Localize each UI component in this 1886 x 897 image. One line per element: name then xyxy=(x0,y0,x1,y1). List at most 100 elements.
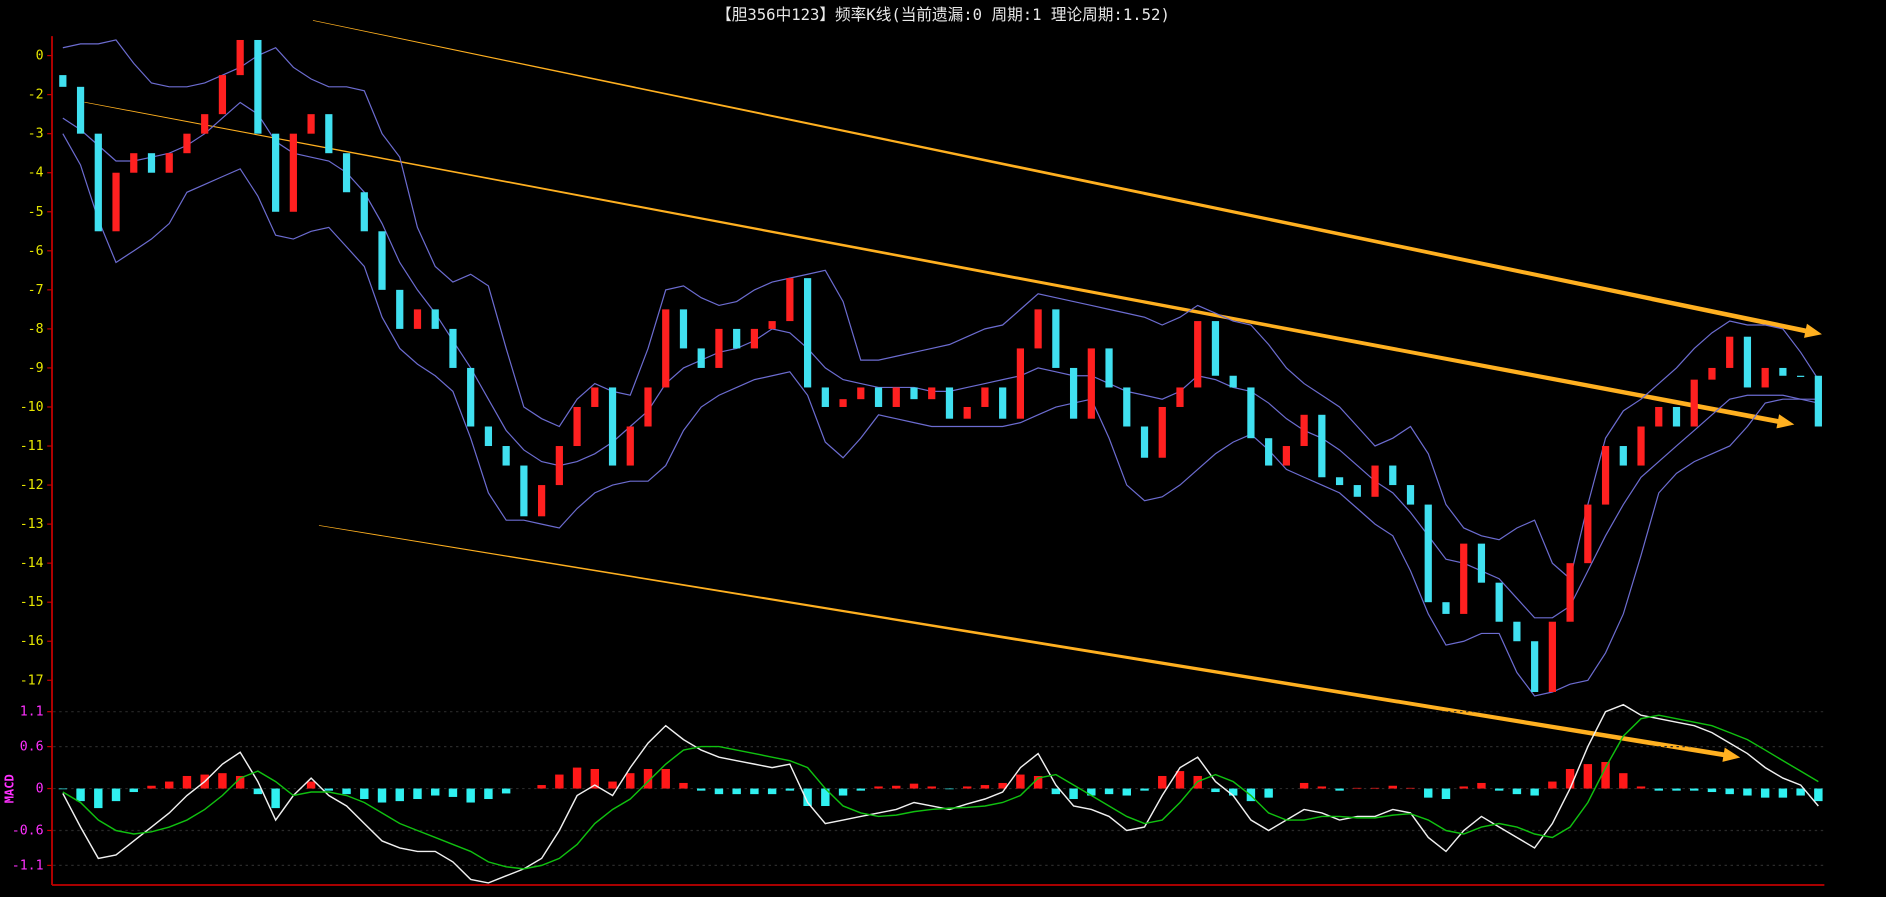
histogram-bar xyxy=(111,788,121,802)
histogram-bar xyxy=(1264,788,1273,798)
candle xyxy=(289,133,297,212)
candle xyxy=(981,387,989,407)
candle xyxy=(839,399,847,407)
candle xyxy=(928,387,936,400)
candle xyxy=(1531,641,1539,692)
candle xyxy=(1282,446,1290,466)
candle xyxy=(1034,309,1042,349)
candle xyxy=(1814,375,1822,427)
candle xyxy=(218,75,227,115)
macd-line xyxy=(62,714,1819,870)
candle xyxy=(342,153,351,193)
y-tick-label: -8 xyxy=(28,322,44,337)
candle xyxy=(1016,348,1024,419)
candle xyxy=(59,75,67,87)
candle xyxy=(484,426,493,447)
histogram-bar xyxy=(182,775,192,789)
histogram-bar xyxy=(1530,788,1539,796)
histogram-bar xyxy=(413,788,422,800)
histogram-bar xyxy=(253,788,263,795)
candle xyxy=(768,321,776,329)
candle xyxy=(1513,621,1521,642)
histogram-bar xyxy=(785,788,795,791)
chart-title: 【胆356中123】频率K线(当前遗漏:0 周期:1 理论周期:1.52) xyxy=(716,5,1170,24)
trend-arrow xyxy=(84,101,1795,429)
histogram-bar xyxy=(1211,788,1220,793)
histogram-bar xyxy=(856,788,866,791)
y-tick-label: -15 xyxy=(20,595,44,610)
candle xyxy=(1601,446,1610,505)
candle xyxy=(945,387,954,419)
candle xyxy=(1353,485,1361,497)
y-tick-label: -14 xyxy=(20,556,44,571)
y-tick-label: -12 xyxy=(20,478,44,493)
histogram-bar xyxy=(555,774,564,789)
candle xyxy=(449,328,457,368)
y-tick-label: -2 xyxy=(28,88,44,103)
candle xyxy=(254,39,262,134)
histogram-bar xyxy=(324,788,334,791)
candle xyxy=(1477,543,1486,583)
histogram-bar xyxy=(1707,788,1717,793)
candle xyxy=(910,387,918,400)
histogram-bar xyxy=(1299,782,1309,789)
histogram-bar xyxy=(821,788,830,807)
candle xyxy=(1194,321,1202,388)
candle xyxy=(963,406,971,419)
candle xyxy=(1265,438,1273,466)
histogram-bar xyxy=(129,788,138,793)
histogram-bar xyxy=(572,767,582,789)
y-tick-label: -0.6 xyxy=(12,823,44,838)
y-axis-label: MACD xyxy=(2,774,16,803)
candle xyxy=(1211,321,1220,376)
y-tick-label: -17 xyxy=(20,673,44,688)
histogram-bar xyxy=(1033,775,1043,789)
histogram-bar xyxy=(1672,788,1681,791)
candle xyxy=(874,387,883,407)
histogram-bar xyxy=(1690,788,1699,791)
candle xyxy=(1690,379,1698,427)
histogram-bar xyxy=(1016,774,1025,789)
histogram-bar xyxy=(1353,787,1362,789)
band-line xyxy=(62,39,1819,580)
candle xyxy=(750,328,759,349)
candle xyxy=(520,465,528,517)
candle xyxy=(555,446,563,486)
candle xyxy=(1619,446,1627,466)
candle xyxy=(697,348,705,368)
histogram-bar xyxy=(218,773,227,789)
histogram-bar xyxy=(94,788,103,809)
histogram-bar xyxy=(1619,773,1628,789)
histogram-bar xyxy=(1140,788,1149,791)
histogram-bar xyxy=(1743,788,1752,796)
y-tick-label: 0 xyxy=(36,782,44,797)
y-tick-label: -13 xyxy=(20,517,44,532)
histogram-bar xyxy=(803,788,812,807)
histogram-bar xyxy=(608,781,617,789)
trend-arrow xyxy=(318,525,1741,762)
candle xyxy=(1566,563,1574,622)
histogram-bar xyxy=(679,782,688,789)
candle xyxy=(1140,426,1149,458)
candle xyxy=(1176,387,1184,407)
histogram-bar xyxy=(590,768,600,789)
histogram-bar xyxy=(1051,788,1061,795)
y-tick-label: -4 xyxy=(28,166,44,181)
candle xyxy=(821,387,829,407)
candle xyxy=(201,114,209,134)
candle xyxy=(1548,621,1556,692)
histogram-bar xyxy=(1122,788,1131,796)
histogram-bar xyxy=(1370,787,1380,789)
histogram-bar xyxy=(235,775,245,789)
histogram-bar xyxy=(1796,788,1805,796)
histogram-bar xyxy=(271,788,280,809)
histogram-bar xyxy=(431,788,440,796)
macd-line xyxy=(62,703,1819,884)
candle xyxy=(396,289,404,329)
candle xyxy=(573,406,581,447)
candle xyxy=(803,278,812,388)
candle xyxy=(431,309,439,329)
candle xyxy=(1318,414,1326,478)
histogram-bar xyxy=(1778,788,1788,798)
histogram-bar xyxy=(1069,788,1078,800)
